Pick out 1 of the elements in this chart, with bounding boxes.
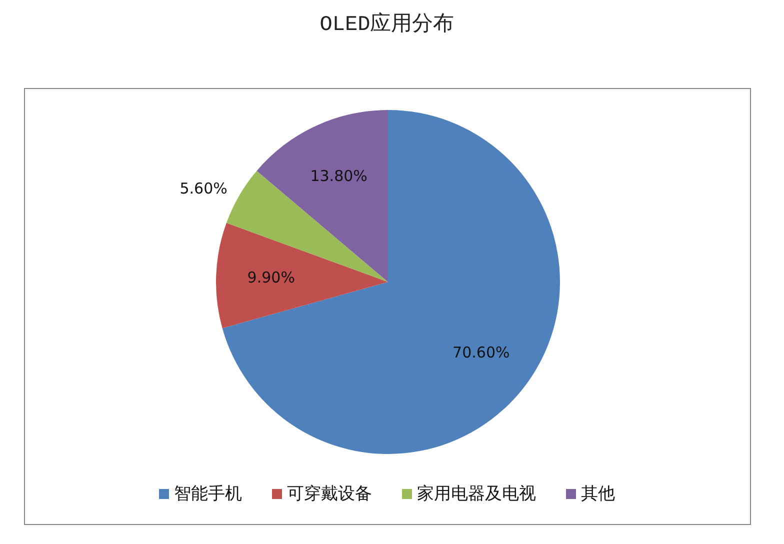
title: OLED应用分布 — [320, 14, 454, 37]
